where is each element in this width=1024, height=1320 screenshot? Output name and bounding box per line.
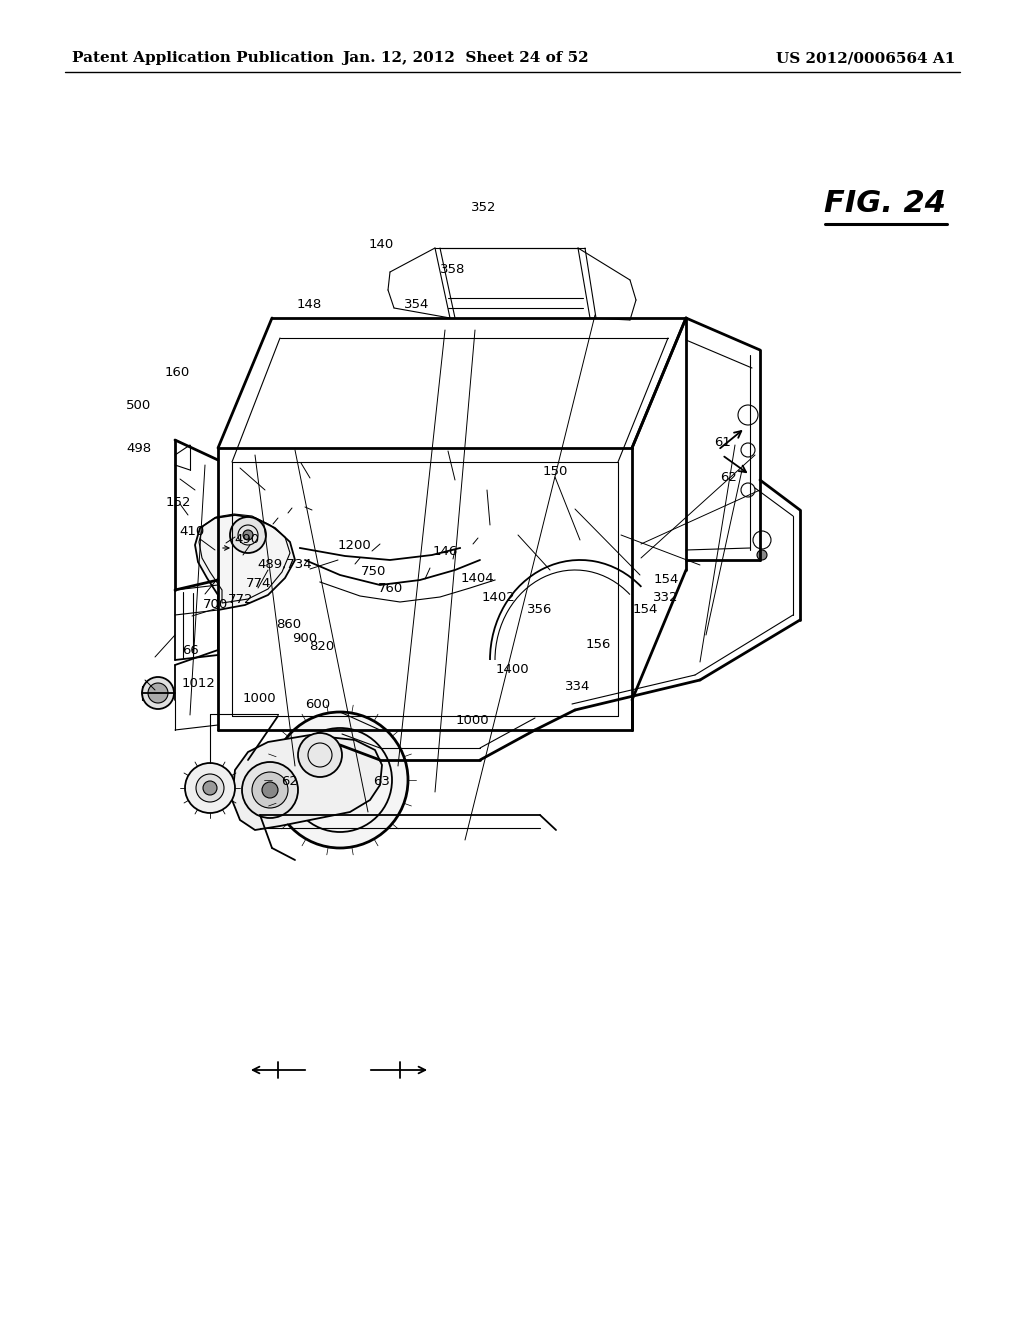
Text: 62: 62 — [282, 775, 298, 788]
Text: 700: 700 — [203, 598, 228, 611]
Text: 146: 146 — [432, 545, 458, 558]
Circle shape — [298, 733, 342, 777]
Text: 1012: 1012 — [181, 677, 215, 690]
Text: 490: 490 — [233, 533, 259, 546]
Text: 1402: 1402 — [481, 591, 515, 605]
Text: Patent Application Publication: Patent Application Publication — [72, 51, 334, 65]
Text: 1404: 1404 — [461, 572, 495, 585]
Text: 489,734: 489,734 — [258, 558, 312, 572]
Text: 148: 148 — [297, 298, 323, 312]
Text: 352: 352 — [471, 201, 497, 214]
Text: 1000: 1000 — [243, 692, 276, 705]
Text: 860: 860 — [276, 618, 302, 631]
Circle shape — [310, 750, 370, 810]
Text: 1400: 1400 — [496, 663, 529, 676]
Text: 154: 154 — [653, 573, 679, 586]
Circle shape — [262, 781, 278, 799]
Circle shape — [230, 517, 266, 553]
Circle shape — [142, 677, 174, 709]
Text: 500: 500 — [126, 399, 152, 412]
Text: 600: 600 — [305, 698, 331, 711]
Text: 154: 154 — [633, 603, 658, 616]
Text: 772: 772 — [228, 593, 254, 606]
Polygon shape — [232, 735, 382, 830]
Text: 498: 498 — [126, 442, 152, 455]
Text: 334: 334 — [565, 680, 591, 693]
Text: 63: 63 — [374, 775, 390, 788]
Text: 66: 66 — [182, 644, 199, 657]
Text: 156: 156 — [586, 638, 611, 651]
Circle shape — [185, 763, 234, 813]
Text: US 2012/0006564 A1: US 2012/0006564 A1 — [775, 51, 955, 65]
Text: 358: 358 — [440, 263, 466, 276]
Circle shape — [252, 772, 288, 808]
Text: 150: 150 — [543, 465, 568, 478]
Circle shape — [203, 781, 217, 795]
Text: 356: 356 — [527, 603, 553, 616]
Text: 820: 820 — [309, 640, 335, 653]
Circle shape — [326, 766, 354, 795]
Text: 354: 354 — [404, 298, 430, 312]
Circle shape — [757, 550, 767, 560]
Circle shape — [243, 531, 253, 540]
Text: 410: 410 — [179, 525, 205, 539]
Text: 900: 900 — [292, 632, 317, 645]
Text: 1000: 1000 — [456, 714, 489, 727]
Circle shape — [196, 774, 224, 803]
Circle shape — [148, 682, 168, 704]
Text: 152: 152 — [166, 496, 191, 510]
Circle shape — [242, 762, 298, 818]
Text: 61: 61 — [714, 436, 730, 449]
Text: 760: 760 — [378, 582, 403, 595]
Polygon shape — [195, 515, 295, 610]
Text: 160: 160 — [164, 366, 189, 379]
Text: Jan. 12, 2012  Sheet 24 of 52: Jan. 12, 2012 Sheet 24 of 52 — [342, 51, 589, 65]
Text: 1200: 1200 — [338, 539, 372, 552]
Text: 62: 62 — [720, 471, 736, 484]
Text: 140: 140 — [369, 238, 394, 251]
Text: 774: 774 — [246, 577, 271, 590]
Circle shape — [272, 711, 408, 847]
Text: 332: 332 — [653, 591, 679, 605]
Text: FIG. 24: FIG. 24 — [824, 190, 946, 219]
Text: 750: 750 — [360, 565, 386, 578]
